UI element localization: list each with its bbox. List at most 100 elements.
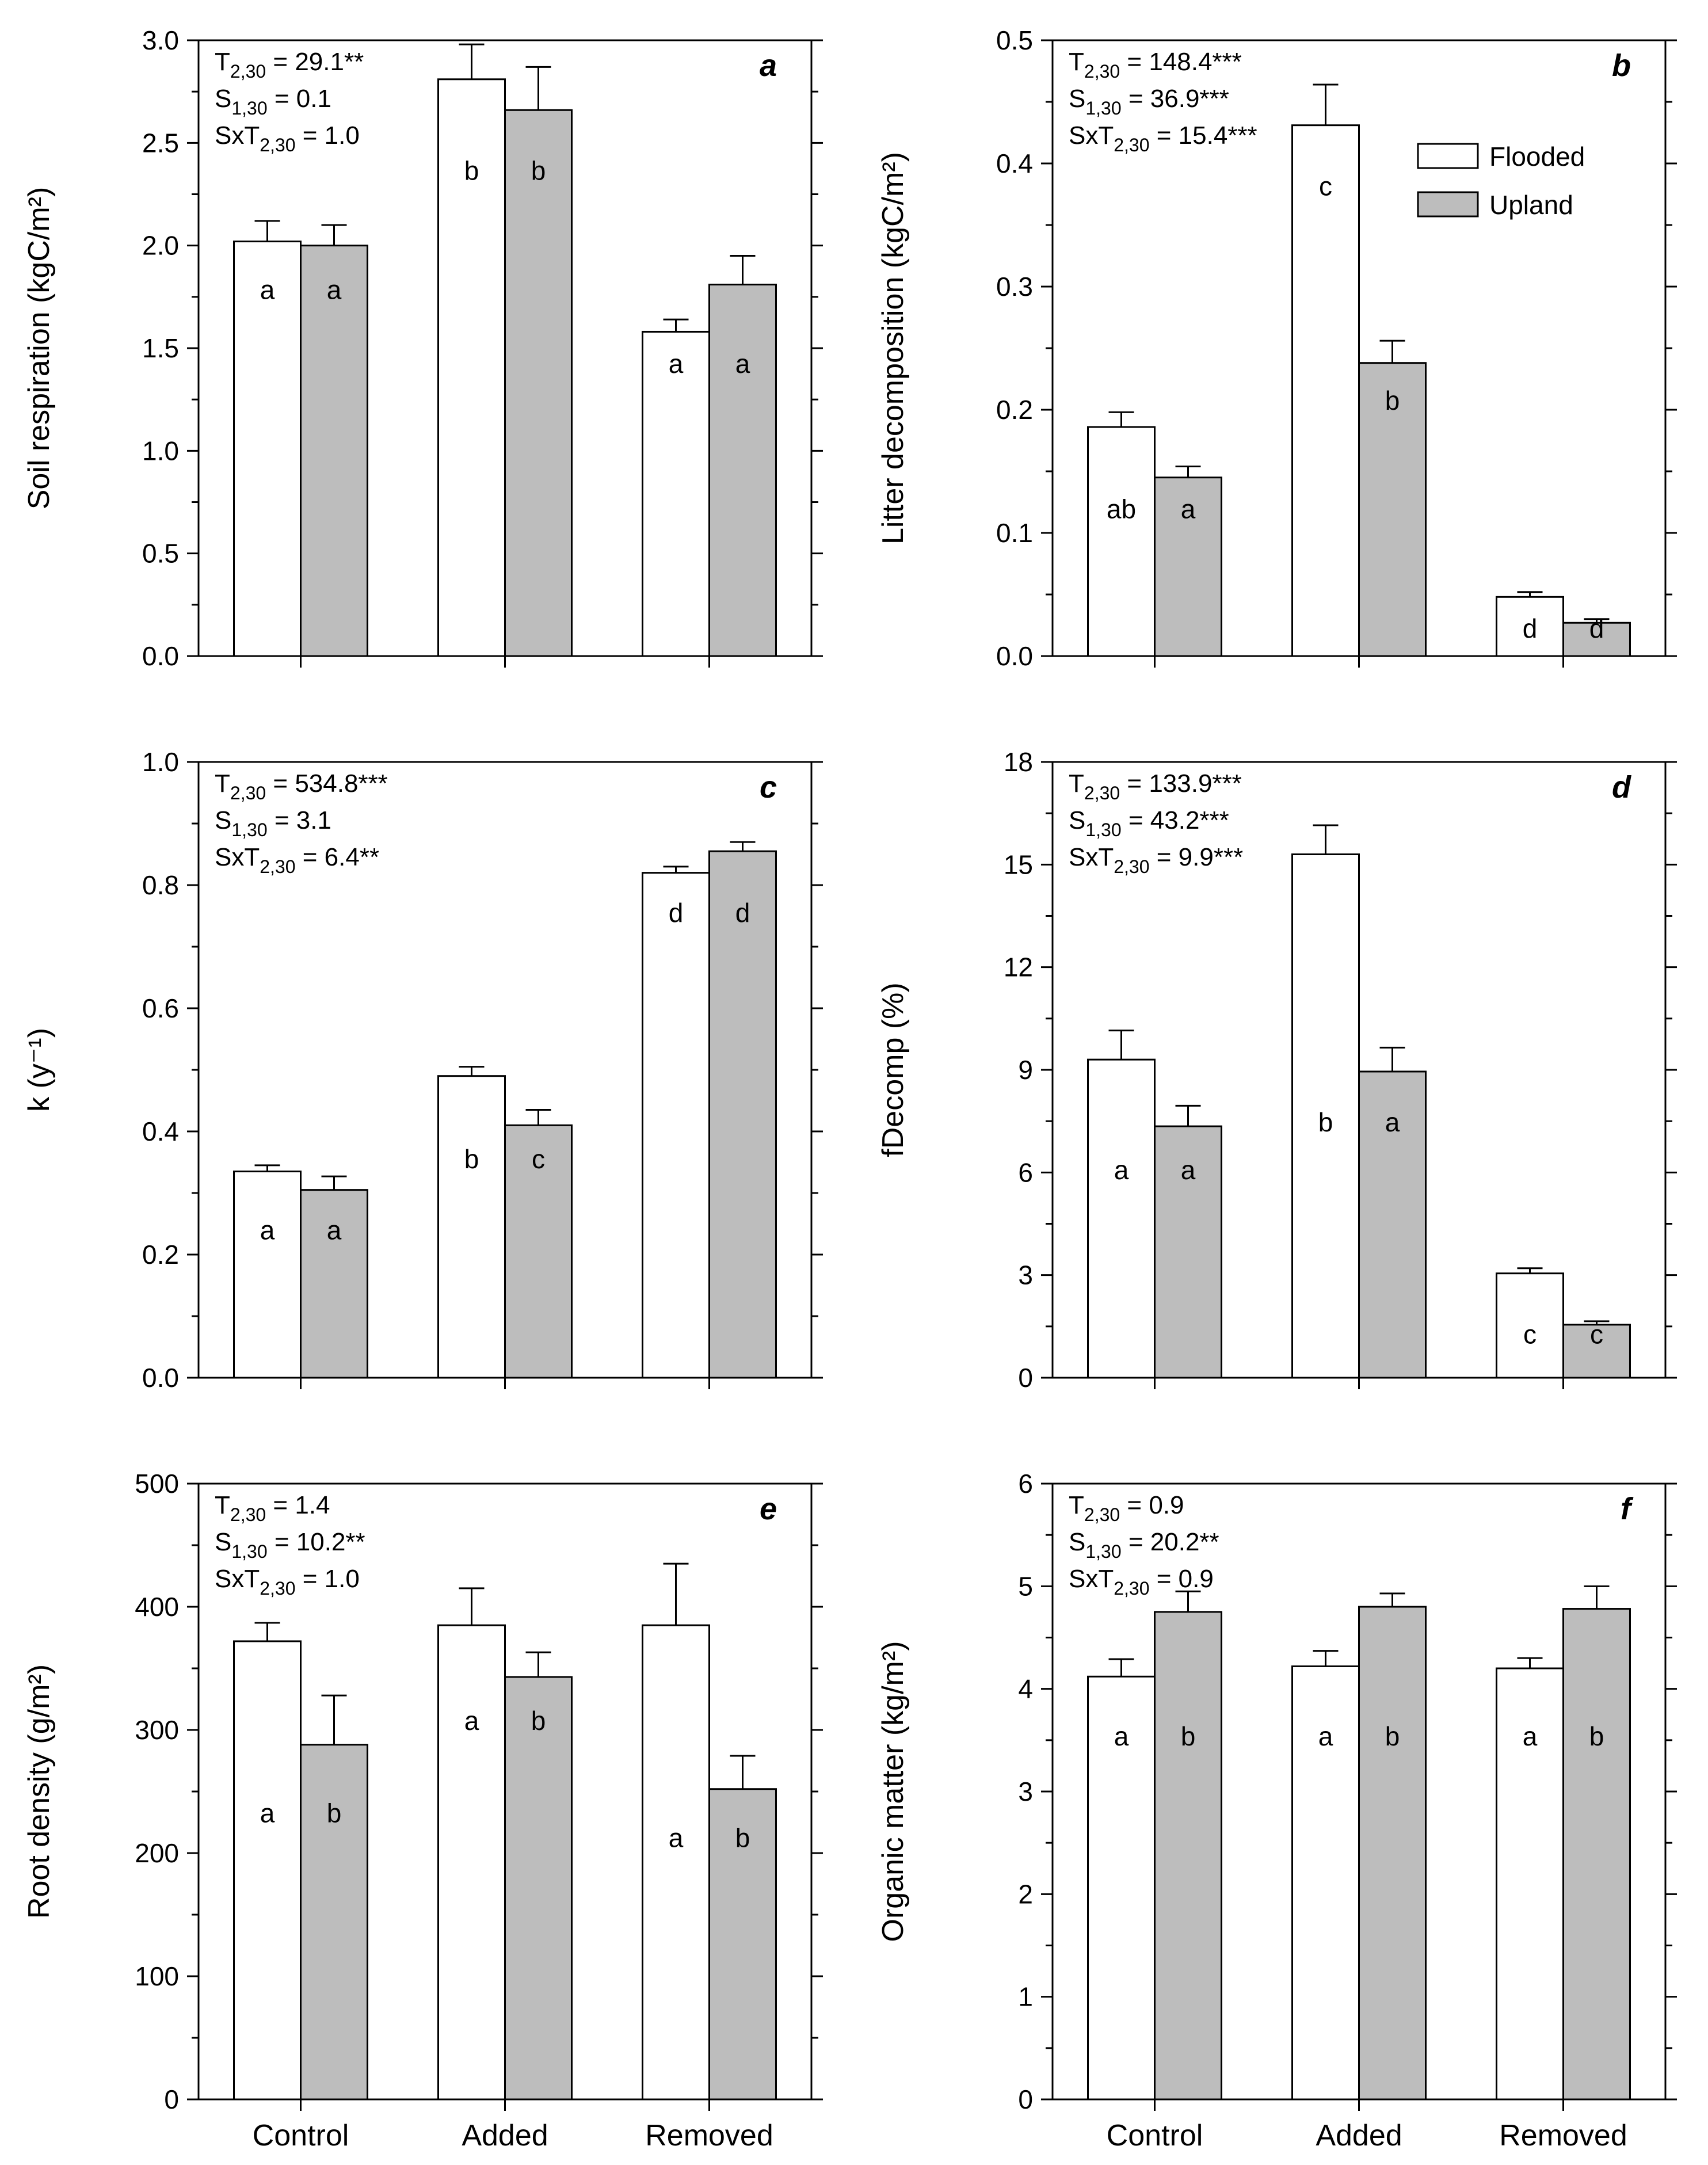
significance-letter: d xyxy=(1589,613,1604,643)
significance-letter: a xyxy=(464,1706,479,1736)
significance-letter: a xyxy=(260,1798,275,1828)
stats-line: T2,30 = 0.9 xyxy=(1069,1491,1184,1525)
stats-line: SxT2,30 = 0.9 xyxy=(1069,1565,1214,1599)
y-tick-label: 0.2 xyxy=(142,1240,179,1270)
stats-line: T2,30 = 133.9*** xyxy=(1069,769,1242,803)
significance-letter: b xyxy=(735,1823,750,1853)
bar-flooded-removed xyxy=(642,1624,710,2101)
bar-flooded-control xyxy=(1087,426,1156,657)
y-tick-label: 3.0 xyxy=(142,25,179,55)
stats-line: S1,30 = 43.2*** xyxy=(1069,806,1229,840)
stats-line: S1,30 = 10.2** xyxy=(215,1528,365,1562)
bar-upland-removed xyxy=(1562,1324,1631,1379)
significance-letter: a xyxy=(260,275,275,304)
y-tick-label: 2.0 xyxy=(142,231,179,261)
y-axis-label: fDecomp (%) xyxy=(876,982,910,1157)
y-tick-label: 0.0 xyxy=(996,641,1033,671)
stats-line: S1,30 = 36.9*** xyxy=(1069,85,1229,119)
panel-c: 0.0 0.2 0.4 0.6 0.8 1.0 a b d a c d T2,30 = 534.8***… xyxy=(0,722,854,1443)
y-axis-label: Litter decomposition (kgC/m²) xyxy=(876,152,910,544)
significance-letter: a xyxy=(260,1215,275,1245)
y-tick-label: 0.1 xyxy=(996,518,1033,548)
significance-letter: a xyxy=(1181,494,1196,524)
bar-upland-removed xyxy=(708,850,777,1379)
significance-letter: b xyxy=(1589,1721,1604,1751)
significance-letter: c xyxy=(1319,171,1332,201)
y-tick-label: 2 xyxy=(1018,1879,1033,1909)
y-tick-label: 0.5 xyxy=(996,25,1033,55)
significance-letter: a xyxy=(1114,1721,1129,1751)
bar-upland-added xyxy=(1358,362,1427,657)
panel-e-chart: 0 100 200 300 400 500 Control Added Removed a a a b b… xyxy=(22,1469,823,2152)
panel-letter: d xyxy=(1612,770,1631,805)
panel-b: 0.0 0.1 0.2 0.3 0.4 0.5 ab c d a b d T2,30 = 148.4**… xyxy=(854,0,1708,722)
stats-line: SxT2,30 = 1.0 xyxy=(215,121,360,155)
significance-letter: a xyxy=(327,1215,342,1245)
stats-line: SxT2,30 = 6.4** xyxy=(215,843,379,877)
y-tick-label: 0.4 xyxy=(142,1116,179,1146)
y-tick-label: 100 xyxy=(135,1961,179,1991)
bar-flooded-removed xyxy=(1496,596,1564,657)
y-tick-label: 0.3 xyxy=(996,272,1033,302)
y-tick-label: 300 xyxy=(135,1715,179,1745)
y-tick-label: 12 xyxy=(1004,952,1033,982)
bar-flooded-control xyxy=(1087,1675,1156,2101)
y-tick-label: 6 xyxy=(1018,1469,1033,1499)
panel-letter: b xyxy=(1612,48,1631,83)
stats-line: SxT2,30 = 15.4*** xyxy=(1069,121,1257,155)
y-tick-label: 0.8 xyxy=(142,870,179,900)
significance-letter: b xyxy=(464,156,479,186)
y-tick-label: 1.0 xyxy=(142,747,179,777)
stats-line: T2,30 = 29.1** xyxy=(215,48,364,82)
y-tick-label: 0 xyxy=(1018,1363,1033,1393)
y-axis-label: Root density (g/m²) xyxy=(22,1664,56,1919)
panel-letter: f xyxy=(1621,1492,1634,1526)
bar-flooded-added xyxy=(437,1624,506,2101)
bar-upland-added xyxy=(504,1676,573,2101)
significance-letter: a xyxy=(327,275,342,304)
bar-flooded-added xyxy=(437,1075,506,1379)
significance-letter: b xyxy=(531,156,546,186)
y-axis-label: Organic matter (kg/m²) xyxy=(876,1641,910,1942)
stats-line: S1,30 = 3.1 xyxy=(215,806,331,840)
y-tick-label: 500 xyxy=(135,1469,179,1499)
x-category-label: Control xyxy=(1107,2119,1203,2152)
y-tick-label: 9 xyxy=(1018,1055,1033,1085)
panel-d-chart: 0 3 6 9 12 15 18 a b c a a c T2,30 = 133.9***S1,30 = … xyxy=(876,747,1677,1393)
y-tick-label: 1 xyxy=(1018,1982,1033,2012)
significance-letter: b xyxy=(531,1706,546,1736)
bar-upland-removed xyxy=(708,283,777,657)
bar-flooded-control xyxy=(1087,1058,1156,1379)
bar-upland-control xyxy=(1154,477,1222,657)
y-tick-label: 6 xyxy=(1018,1157,1033,1187)
significance-letter: c xyxy=(1523,1320,1537,1350)
x-category-label: Added xyxy=(462,2119,548,2152)
stats-line: S1,30 = 20.2** xyxy=(1069,1528,1219,1562)
panel-a: 0.0 0.5 1.0 1.5 2.0 2.5 3.0 a b a a b a T2,30 = 29.1*… xyxy=(0,0,854,722)
significance-letter: b xyxy=(327,1798,342,1828)
y-tick-label: 18 xyxy=(1004,747,1033,777)
y-tick-label: 1.0 xyxy=(142,436,179,466)
significance-letter: a xyxy=(1114,1155,1129,1185)
x-category-label: Removed xyxy=(645,2119,773,2152)
significance-letter: d xyxy=(669,898,684,928)
bar-flooded-added xyxy=(437,78,506,657)
significance-letter: a xyxy=(669,349,684,379)
significance-letter: b xyxy=(1318,1107,1333,1137)
significance-letter: a xyxy=(1181,1155,1196,1185)
bar-upland-control xyxy=(300,245,368,657)
bar-upland-added xyxy=(1358,1606,1427,2101)
y-tick-label: 3 xyxy=(1018,1260,1033,1290)
significance-letter: a xyxy=(669,1823,684,1853)
y-tick-label: 0 xyxy=(164,2084,179,2114)
bar-upland-added xyxy=(504,1124,573,1379)
significance-letter: a xyxy=(735,349,750,379)
significance-letter: c xyxy=(1590,1320,1603,1350)
panel-c-chart: 0.0 0.2 0.4 0.6 0.8 1.0 a b d a c d T2,30 = 534.8***… xyxy=(22,747,823,1393)
significance-letter: a xyxy=(1318,1721,1333,1751)
y-tick-label: 0.0 xyxy=(142,1363,179,1393)
y-tick-label: 0.4 xyxy=(996,148,1033,178)
bar-upland-control xyxy=(1154,1611,1222,2101)
